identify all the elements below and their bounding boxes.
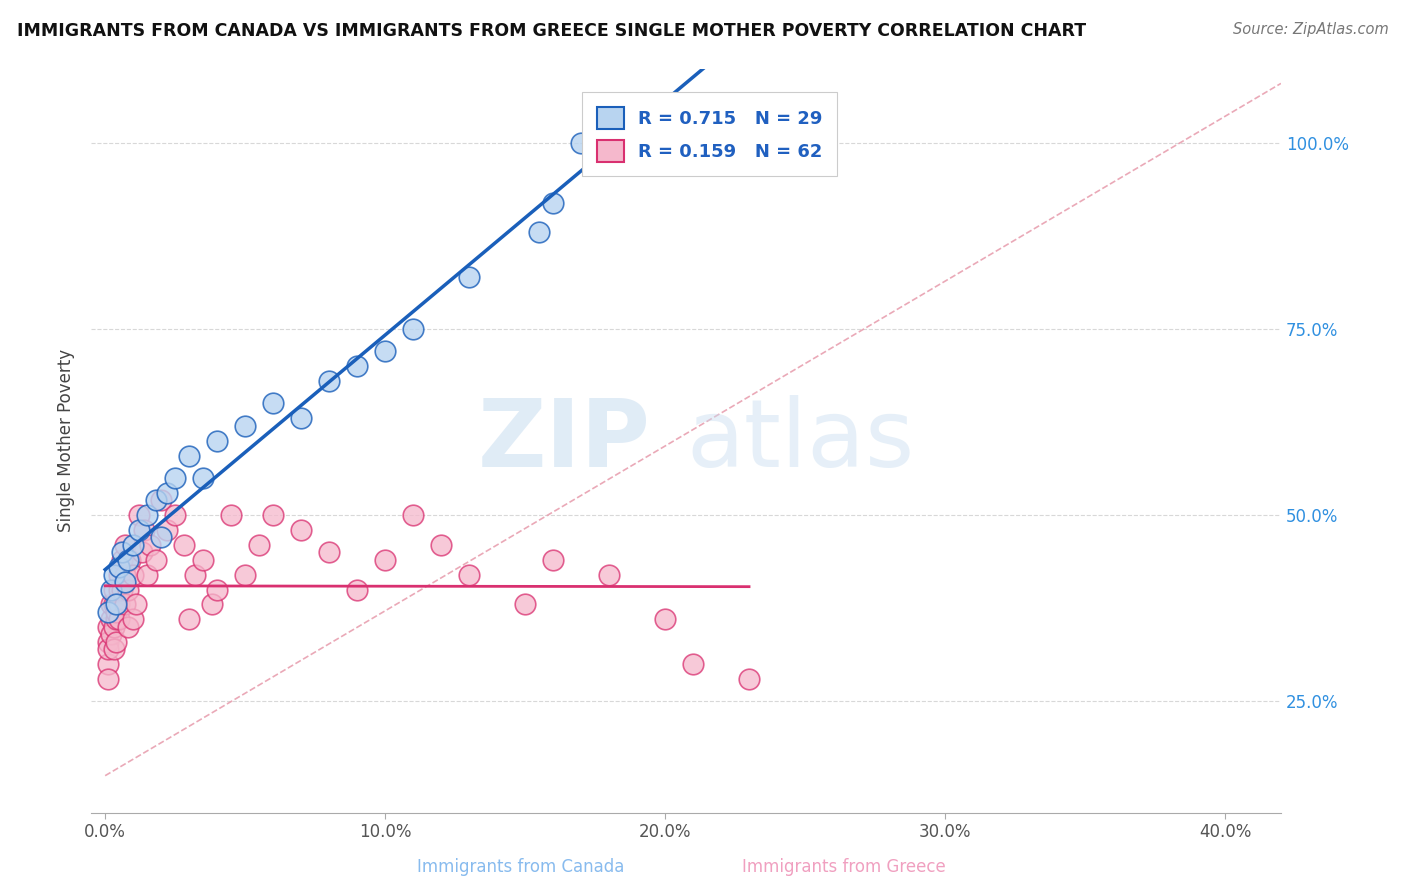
Point <box>682 657 704 671</box>
Point <box>139 538 162 552</box>
Point <box>97 620 120 634</box>
Point <box>233 567 256 582</box>
Point <box>97 672 120 686</box>
Point <box>105 634 128 648</box>
Point <box>402 508 425 523</box>
Y-axis label: Single Mother Poverty: Single Mother Poverty <box>58 349 75 533</box>
Point <box>402 322 425 336</box>
Point <box>103 598 125 612</box>
Point <box>219 508 242 523</box>
Point <box>105 598 128 612</box>
Point <box>738 672 761 686</box>
Point <box>205 434 228 448</box>
Point <box>262 508 284 523</box>
Point <box>346 359 368 374</box>
Point <box>247 538 270 552</box>
Point <box>156 523 179 537</box>
Point <box>103 620 125 634</box>
Point <box>111 545 134 559</box>
Text: atlas: atlas <box>686 395 914 487</box>
Point <box>165 508 187 523</box>
Point <box>191 471 214 485</box>
Point <box>108 598 131 612</box>
Point <box>108 560 131 574</box>
Point <box>458 269 481 284</box>
Point <box>374 344 396 359</box>
Point <box>150 531 173 545</box>
Point <box>103 642 125 657</box>
Point <box>122 612 145 626</box>
Point <box>108 567 131 582</box>
Point <box>128 523 150 537</box>
Point <box>290 411 312 425</box>
Point <box>200 598 222 612</box>
Point <box>458 567 481 582</box>
Point <box>108 582 131 597</box>
Point <box>117 620 139 634</box>
Point <box>100 582 122 597</box>
Point <box>513 598 536 612</box>
Point <box>108 612 131 626</box>
Point <box>156 485 179 500</box>
Point <box>117 553 139 567</box>
Point <box>114 575 136 590</box>
Point <box>105 612 128 626</box>
Point <box>111 553 134 567</box>
Point <box>205 582 228 597</box>
Point <box>122 538 145 552</box>
Point <box>541 195 564 210</box>
Point <box>105 605 128 619</box>
Point <box>541 553 564 567</box>
Point <box>114 538 136 552</box>
Point <box>598 567 620 582</box>
Point <box>114 567 136 582</box>
Point <box>100 612 122 626</box>
Point <box>136 567 159 582</box>
Point <box>122 567 145 582</box>
Point <box>179 449 201 463</box>
Text: ZIP: ZIP <box>478 395 651 487</box>
Text: Immigrants from Greece: Immigrants from Greece <box>742 858 945 876</box>
Point <box>145 553 167 567</box>
Point <box>97 657 120 671</box>
Point <box>131 545 153 559</box>
Point <box>184 567 207 582</box>
Point <box>654 612 676 626</box>
Point <box>100 627 122 641</box>
Point <box>165 471 187 485</box>
Point <box>262 396 284 410</box>
Point <box>233 418 256 433</box>
Point <box>145 493 167 508</box>
Point <box>318 374 340 388</box>
Point <box>150 493 173 508</box>
Point <box>173 538 195 552</box>
Point <box>100 598 122 612</box>
Point <box>128 508 150 523</box>
Point <box>318 545 340 559</box>
Point <box>374 553 396 567</box>
Legend: R = 0.715   N = 29, R = 0.159   N = 62: R = 0.715 N = 29, R = 0.159 N = 62 <box>582 93 837 177</box>
Point <box>346 582 368 597</box>
Text: IMMIGRANTS FROM CANADA VS IMMIGRANTS FROM GREECE SINGLE MOTHER POVERTY CORRELATI: IMMIGRANTS FROM CANADA VS IMMIGRANTS FRO… <box>17 22 1085 40</box>
Point <box>125 598 148 612</box>
Point <box>569 136 592 150</box>
Point <box>134 523 156 537</box>
Point <box>136 508 159 523</box>
Point <box>97 642 120 657</box>
Point <box>179 612 201 626</box>
Text: Source: ZipAtlas.com: Source: ZipAtlas.com <box>1233 22 1389 37</box>
Point <box>97 634 120 648</box>
Point <box>120 553 142 567</box>
Text: Immigrants from Canada: Immigrants from Canada <box>416 858 624 876</box>
Point <box>111 582 134 597</box>
Point <box>103 582 125 597</box>
Point <box>114 598 136 612</box>
Point <box>430 538 453 552</box>
Point <box>117 582 139 597</box>
Point <box>290 523 312 537</box>
Point <box>97 605 120 619</box>
Point <box>103 567 125 582</box>
Point <box>527 225 550 239</box>
Point <box>191 553 214 567</box>
